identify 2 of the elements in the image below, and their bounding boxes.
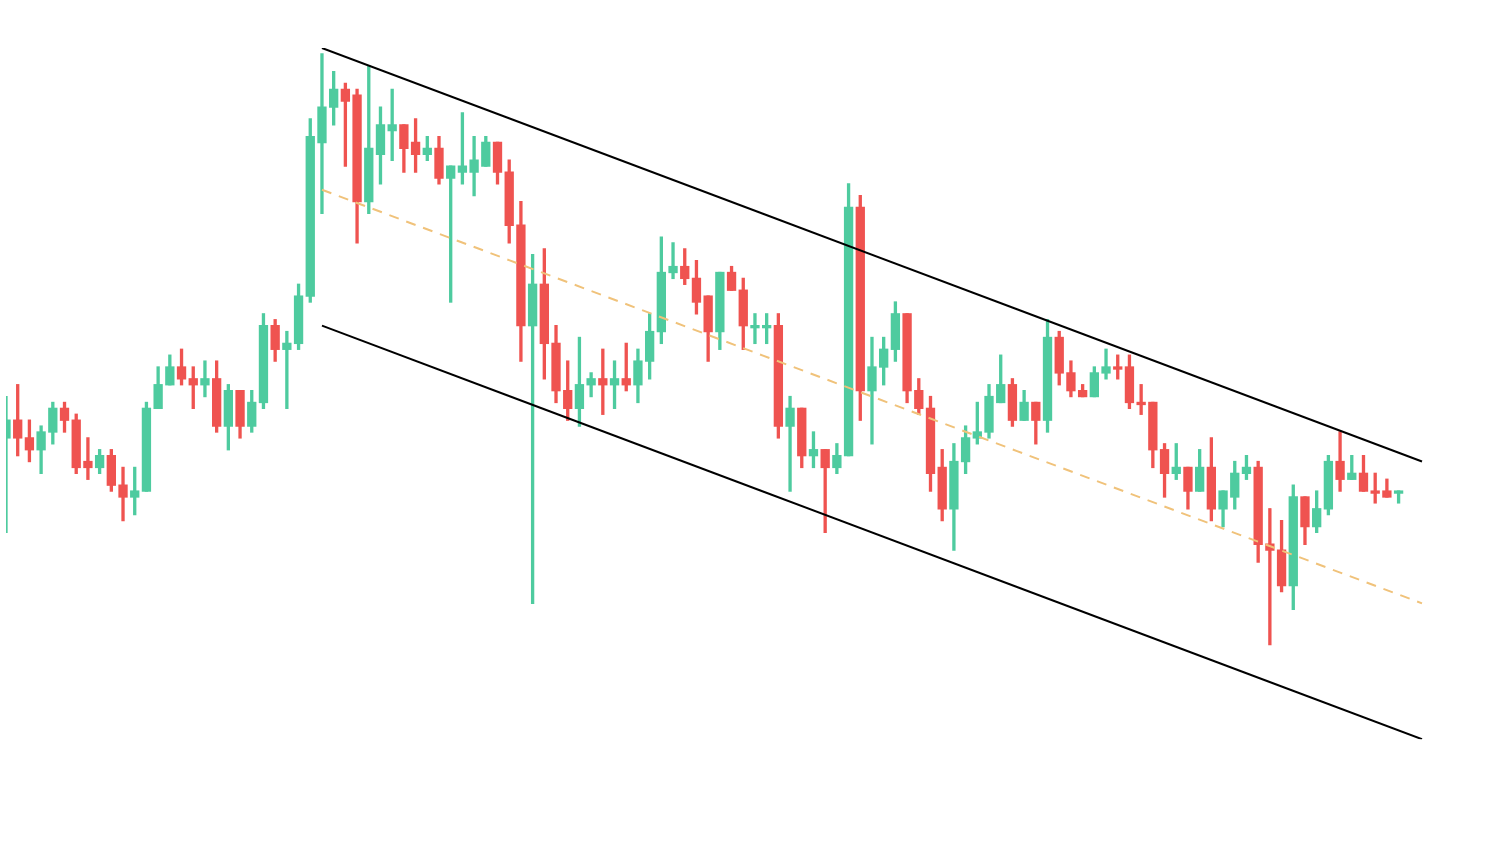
candlestick bbox=[785, 395, 795, 492]
candlestick bbox=[200, 360, 210, 398]
